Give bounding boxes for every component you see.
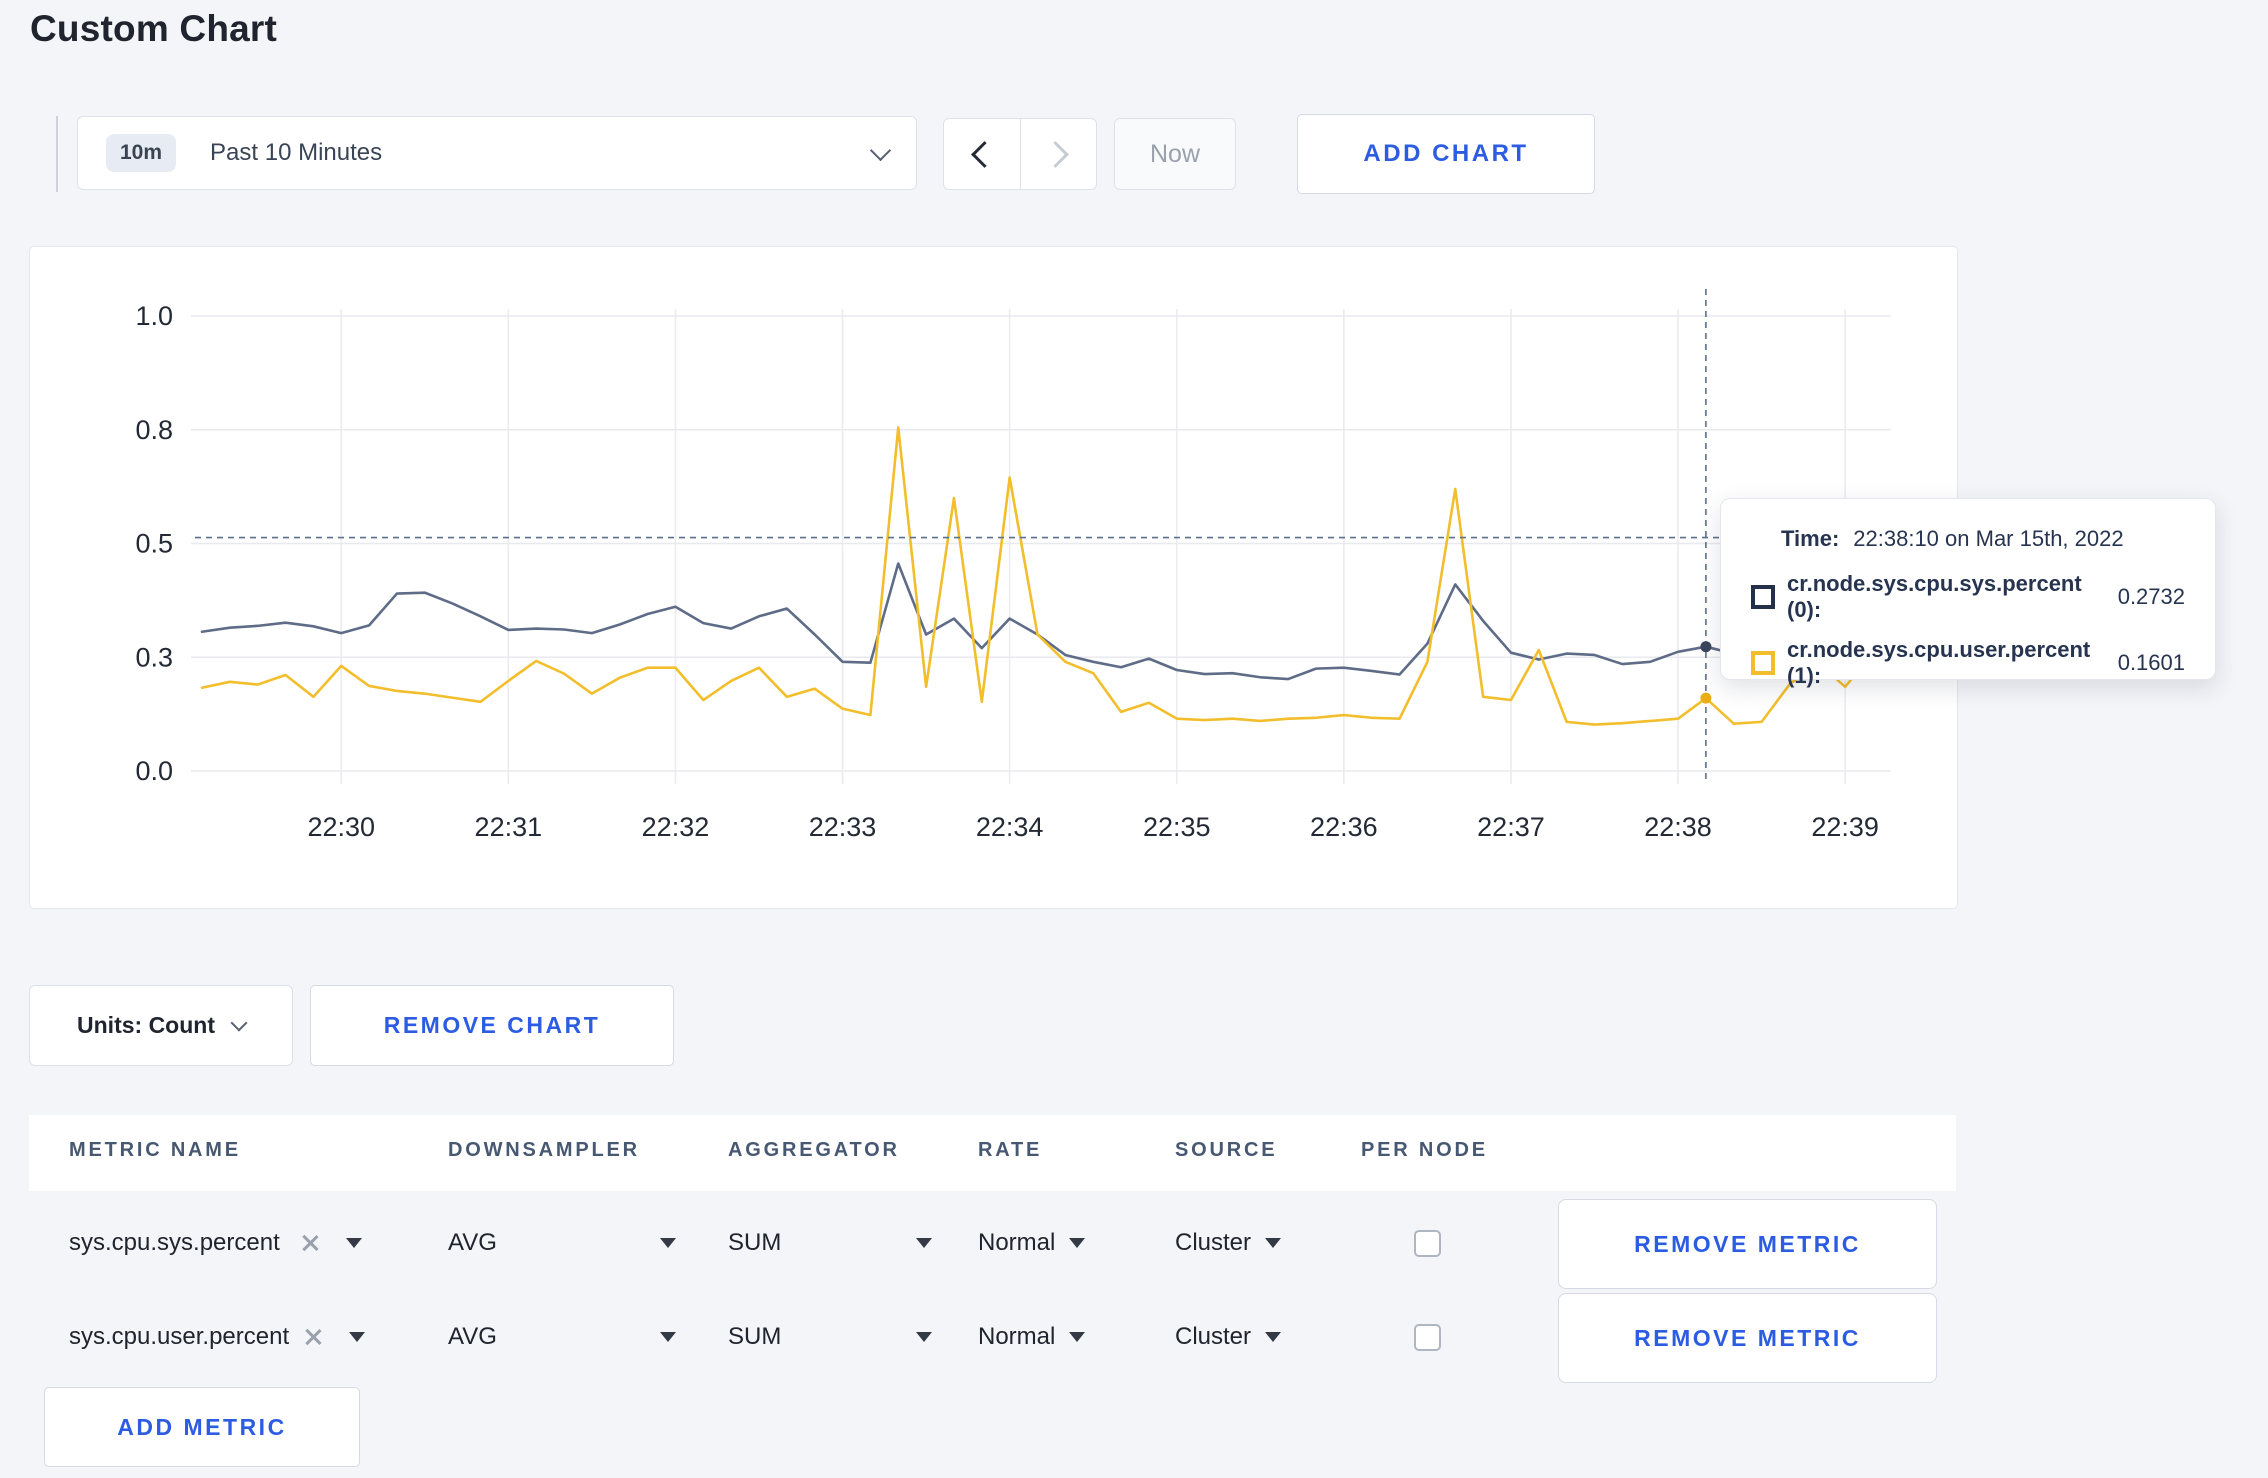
rate-select[interactable]: Normal — [978, 1291, 1086, 1383]
chevron-left-icon — [971, 140, 999, 168]
svg-text:22:37: 22:37 — [1477, 812, 1545, 842]
page-title: Custom Chart — [30, 8, 278, 49]
source-value: Cluster — [1175, 1229, 1252, 1256]
svg-text:0.8: 0.8 — [135, 415, 173, 445]
metrics-table-header: METRIC NAME DOWNSAMPLER AGGREGATOR RATE … — [29, 1115, 1956, 1191]
svg-text:22:38: 22:38 — [1644, 812, 1712, 842]
tooltip-series-row: cr.node.sys.cpu.sys.percent (0): 0.2732 — [1751, 571, 2185, 623]
svg-text:22:30: 22:30 — [307, 812, 375, 842]
downsampler-select[interactable]: AVG — [448, 1197, 676, 1289]
aggregator-select[interactable]: SUM — [728, 1197, 932, 1289]
col-header-source: SOURCE — [1175, 1139, 1278, 1161]
col-header-metric-name: METRIC NAME — [69, 1139, 241, 1161]
caret-down-icon — [1265, 1238, 1282, 1248]
downsampler-value: AVG — [448, 1323, 497, 1350]
caret-down-icon — [1069, 1332, 1086, 1342]
tooltip-time-row: Time: 22:38:10 on Mar 15th, 2022 — [1781, 526, 2185, 552]
rate-select[interactable]: Normal — [978, 1197, 1086, 1289]
svg-text:0.0: 0.0 — [135, 756, 173, 786]
tooltip-time-label: Time: — [1781, 526, 1840, 551]
chevron-down-icon — [869, 139, 892, 161]
caret-down-icon — [349, 1332, 366, 1342]
remove-tag-icon[interactable] — [300, 1233, 320, 1253]
caret-down-icon — [1265, 1332, 1282, 1342]
tooltip-time-value: 22:38:10 on Mar 15th, 2022 — [1853, 526, 2124, 551]
downsampler-select[interactable]: AVG — [448, 1291, 676, 1383]
col-header-per-node: PER NODE — [1361, 1139, 1488, 1161]
units-select[interactable]: Units: Count — [29, 985, 293, 1066]
metric-name-label: sys.cpu.user.percent — [69, 1323, 290, 1350]
now-button[interactable]: Now — [1114, 118, 1236, 190]
caret-down-icon — [345, 1238, 362, 1248]
tooltip-series-value: 0.1601 — [2117, 650, 2185, 675]
downsampler-value: AVG — [448, 1229, 497, 1256]
time-range-select[interactable]: 10m Past 10 Minutes — [77, 116, 917, 190]
table-row: sys.cpu.sys.percent AVG SUM Normal Clust… — [29, 1197, 1956, 1289]
table-row: sys.cpu.user.percent AVG SUM Normal Clus… — [29, 1291, 1956, 1383]
svg-text:22:39: 22:39 — [1811, 812, 1879, 842]
caret-down-icon — [916, 1332, 932, 1342]
svg-text:0.5: 0.5 — [135, 529, 173, 559]
remove-tag-icon[interactable] — [303, 1327, 323, 1347]
units-label: Units: Count — [77, 1012, 215, 1038]
remove-metric-button[interactable]: REMOVE METRIC — [1558, 1293, 1937, 1383]
source-select[interactable]: Cluster — [1175, 1197, 1282, 1289]
add-metric-button[interactable]: ADD METRIC — [44, 1387, 360, 1467]
per-node-cell — [1414, 1197, 1441, 1289]
series-swatch-icon — [1751, 585, 1775, 609]
svg-text:22:32: 22:32 — [642, 812, 710, 842]
per-node-cell — [1414, 1291, 1441, 1383]
rate-value: Normal — [978, 1229, 1056, 1256]
svg-text:22:36: 22:36 — [1310, 812, 1378, 842]
source-select[interactable]: Cluster — [1175, 1291, 1282, 1383]
tooltip-series-value: 0.2732 — [2117, 584, 2185, 609]
chevron-right-icon — [1041, 140, 1069, 168]
remove-chart-button[interactable]: REMOVE CHART — [310, 985, 674, 1066]
time-range-label: Past 10 Minutes — [210, 139, 383, 166]
metric-name-select[interactable]: sys.cpu.sys.percent — [69, 1197, 362, 1289]
toolbar-divider — [56, 116, 58, 192]
caret-down-icon — [660, 1332, 676, 1342]
col-header-aggregator: AGGREGATOR — [728, 1139, 900, 1161]
caret-down-icon — [916, 1238, 932, 1248]
col-header-downsampler: DOWNSAMPLER — [448, 1139, 640, 1161]
chart-hover-tooltip: Time: 22:38:10 on Mar 15th, 2022 cr.node.… — [1720, 498, 2216, 688]
col-header-rate: RATE — [978, 1139, 1043, 1161]
chevron-down-icon — [230, 1014, 248, 1032]
svg-text:22:31: 22:31 — [475, 812, 543, 842]
aggregator-select[interactable]: SUM — [728, 1291, 932, 1383]
svg-text:22:33: 22:33 — [809, 812, 877, 842]
remove-metric-button[interactable]: REMOVE METRIC — [1558, 1199, 1937, 1289]
metric-name-label: sys.cpu.sys.percent — [69, 1229, 280, 1256]
svg-text:1.0: 1.0 — [135, 301, 173, 331]
aggregator-value: SUM — [728, 1323, 782, 1350]
per-node-checkbox[interactable] — [1414, 1323, 1441, 1351]
series-swatch-icon — [1751, 651, 1775, 675]
prev-range-button[interactable] — [944, 119, 1020, 189]
tooltip-series-row: cr.node.sys.cpu.user.percent (1): 0.1601 — [1751, 637, 2185, 689]
next-range-button[interactable] — [1019, 119, 1097, 189]
time-range-badge: 10m — [106, 134, 177, 172]
add-chart-button[interactable]: ADD CHART — [1297, 114, 1595, 194]
tooltip-series-name: cr.node.sys.cpu.sys.percent (0): — [1787, 571, 2082, 622]
caret-down-icon — [660, 1238, 676, 1248]
tooltip-series-name: cr.node.sys.cpu.user.percent (1): — [1787, 637, 2091, 688]
rate-value: Normal — [978, 1323, 1056, 1350]
chart-svg: 22:30 22:31 22:32 22:33 22:34 22:35 22:36 22:37… — [135, 289, 1891, 842]
time-pager — [943, 118, 1097, 190]
svg-text:22:34: 22:34 — [976, 812, 1044, 842]
per-node-checkbox[interactable] — [1414, 1229, 1441, 1257]
caret-down-icon — [1069, 1238, 1086, 1248]
metric-name-select[interactable]: sys.cpu.user.percent — [69, 1291, 366, 1383]
svg-text:22:35: 22:35 — [1143, 812, 1211, 842]
cpu-percent-chart[interactable]: 22:30 22:31 22:32 22:33 22:34 22:35 22:36 22:37… — [29, 246, 1958, 909]
aggregator-value: SUM — [728, 1229, 782, 1256]
source-value: Cluster — [1175, 1323, 1252, 1350]
svg-text:0.3: 0.3 — [135, 642, 173, 672]
